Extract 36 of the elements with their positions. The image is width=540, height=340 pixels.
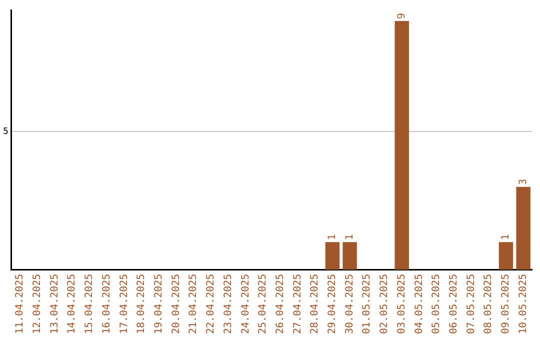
x-tick-label: 03.05.2025 xyxy=(396,274,408,334)
x-tick-label: 27.04.2025 xyxy=(292,274,304,334)
x-tick-label: 01.05.2025 xyxy=(362,274,373,334)
x-tick-label: 19.04.2025 xyxy=(154,274,165,334)
x-tick-label: 26.04.2025 xyxy=(274,274,286,334)
x-tick-label: 12.04.2025 xyxy=(32,274,44,334)
x-tick-label: 18.04.2025 xyxy=(136,274,148,334)
x-tick-label: 04.05.2025 xyxy=(414,274,425,334)
x-tick-label: 08.05.2025 xyxy=(483,274,494,334)
x-tick-label: 10.05.2025 xyxy=(518,274,529,334)
data-label: 3 xyxy=(518,178,529,185)
y-tick-label: 5 xyxy=(2,126,8,137)
x-tick-label: 17.04.2025 xyxy=(118,274,130,334)
x-tick-label: 09.05.2025 xyxy=(500,274,512,334)
x-tick-label: 02.05.2025 xyxy=(379,274,390,334)
data-label: 1 xyxy=(500,234,512,240)
x-tick-label: 24.04.2025 xyxy=(240,274,252,334)
x-tick-label: 22.04.2025 xyxy=(206,274,217,334)
x-tick-label: 05.05.2025 xyxy=(431,274,442,334)
data-label: 1 xyxy=(327,234,338,240)
x-tick-label: 21.04.2025 xyxy=(188,274,200,334)
x-tick-label: 25.04.2025 xyxy=(258,274,269,334)
x-tick-label: 23.04.2025 xyxy=(222,274,234,334)
x-tick-label: 20.04.2025 xyxy=(170,274,182,334)
x-tick-label: 28.04.2025 xyxy=(310,274,321,334)
x-tick-label: 13.04.2025 xyxy=(49,274,60,334)
x-tick-label: 14.04.2025 xyxy=(66,274,78,334)
x-tick-label: 30.04.2025 xyxy=(344,274,356,334)
x-tick-label: 06.05.2025 xyxy=(448,274,460,334)
x-tick-label: 15.04.2025 xyxy=(84,274,96,334)
data-label: 1 xyxy=(344,234,356,240)
x-tick-label: 07.05.2025 xyxy=(466,274,477,334)
x-tick-label: 16.04.2025 xyxy=(101,274,112,334)
data-label: 9 xyxy=(396,13,408,20)
x-tick-label: 29.04.2025 xyxy=(327,274,338,334)
x-tick-label: 11.04.2025 xyxy=(14,274,26,334)
